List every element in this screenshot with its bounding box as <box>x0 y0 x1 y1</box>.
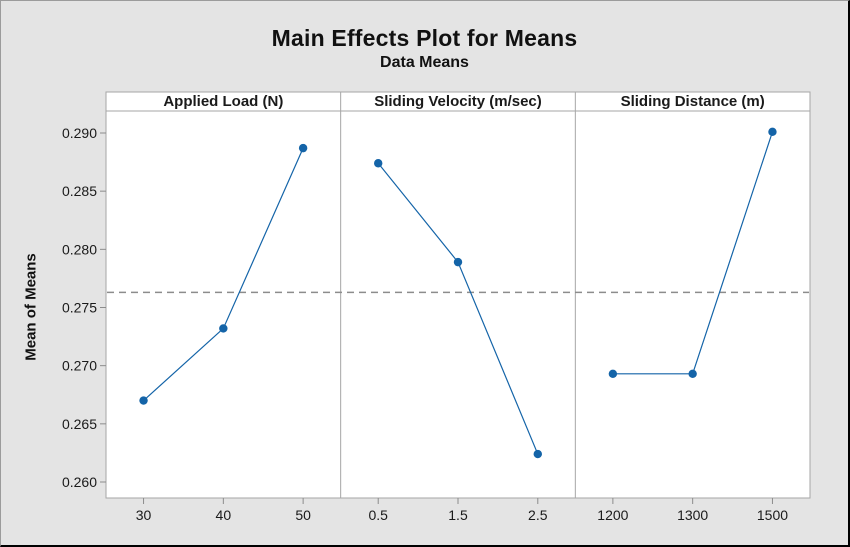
plot-area <box>105 91 811 499</box>
x-tick-label: 1500 <box>757 507 788 523</box>
data-point-marker <box>533 449 542 459</box>
chart-subtitle: Data Means <box>380 54 469 71</box>
panel-header-label: Applied Load (N) <box>163 93 283 110</box>
y-tick-label: 0.270 <box>62 358 97 374</box>
chart-title: Main Effects Plot for Means <box>271 25 578 51</box>
y-tick-label: 0.290 <box>62 125 97 141</box>
x-tick-label: 40 <box>216 507 232 523</box>
y-tick-label: 0.260 <box>62 474 97 490</box>
x-tick-label: 1200 <box>597 507 628 523</box>
data-point-marker <box>139 396 148 405</box>
data-point-marker <box>608 369 618 379</box>
x-tick-label: 30 <box>136 507 152 523</box>
data-point-marker <box>688 369 697 379</box>
y-tick-label: 0.280 <box>62 241 97 257</box>
data-point-marker <box>219 324 228 333</box>
x-tick-label: 2.5 <box>528 507 548 523</box>
x-tick-label: 50 <box>295 507 311 523</box>
x-tick-label: 1.5 <box>448 507 468 523</box>
data-point-marker <box>374 159 383 168</box>
y-tick-label: 0.275 <box>62 300 97 316</box>
data-point-marker <box>453 257 463 267</box>
y-tick-label: 0.285 <box>62 183 97 199</box>
data-point-marker <box>298 143 308 153</box>
y-tick-label: 0.265 <box>62 416 97 432</box>
x-tick-label: 0.5 <box>368 507 388 523</box>
data-point-marker <box>768 127 777 137</box>
panel-header-label: Sliding Velocity (m/sec) <box>374 93 542 110</box>
panel-header-label: Sliding Distance (m) <box>621 93 765 110</box>
x-tick-label: 1300 <box>677 507 708 523</box>
y-axis-title: Mean of Means <box>22 253 40 361</box>
